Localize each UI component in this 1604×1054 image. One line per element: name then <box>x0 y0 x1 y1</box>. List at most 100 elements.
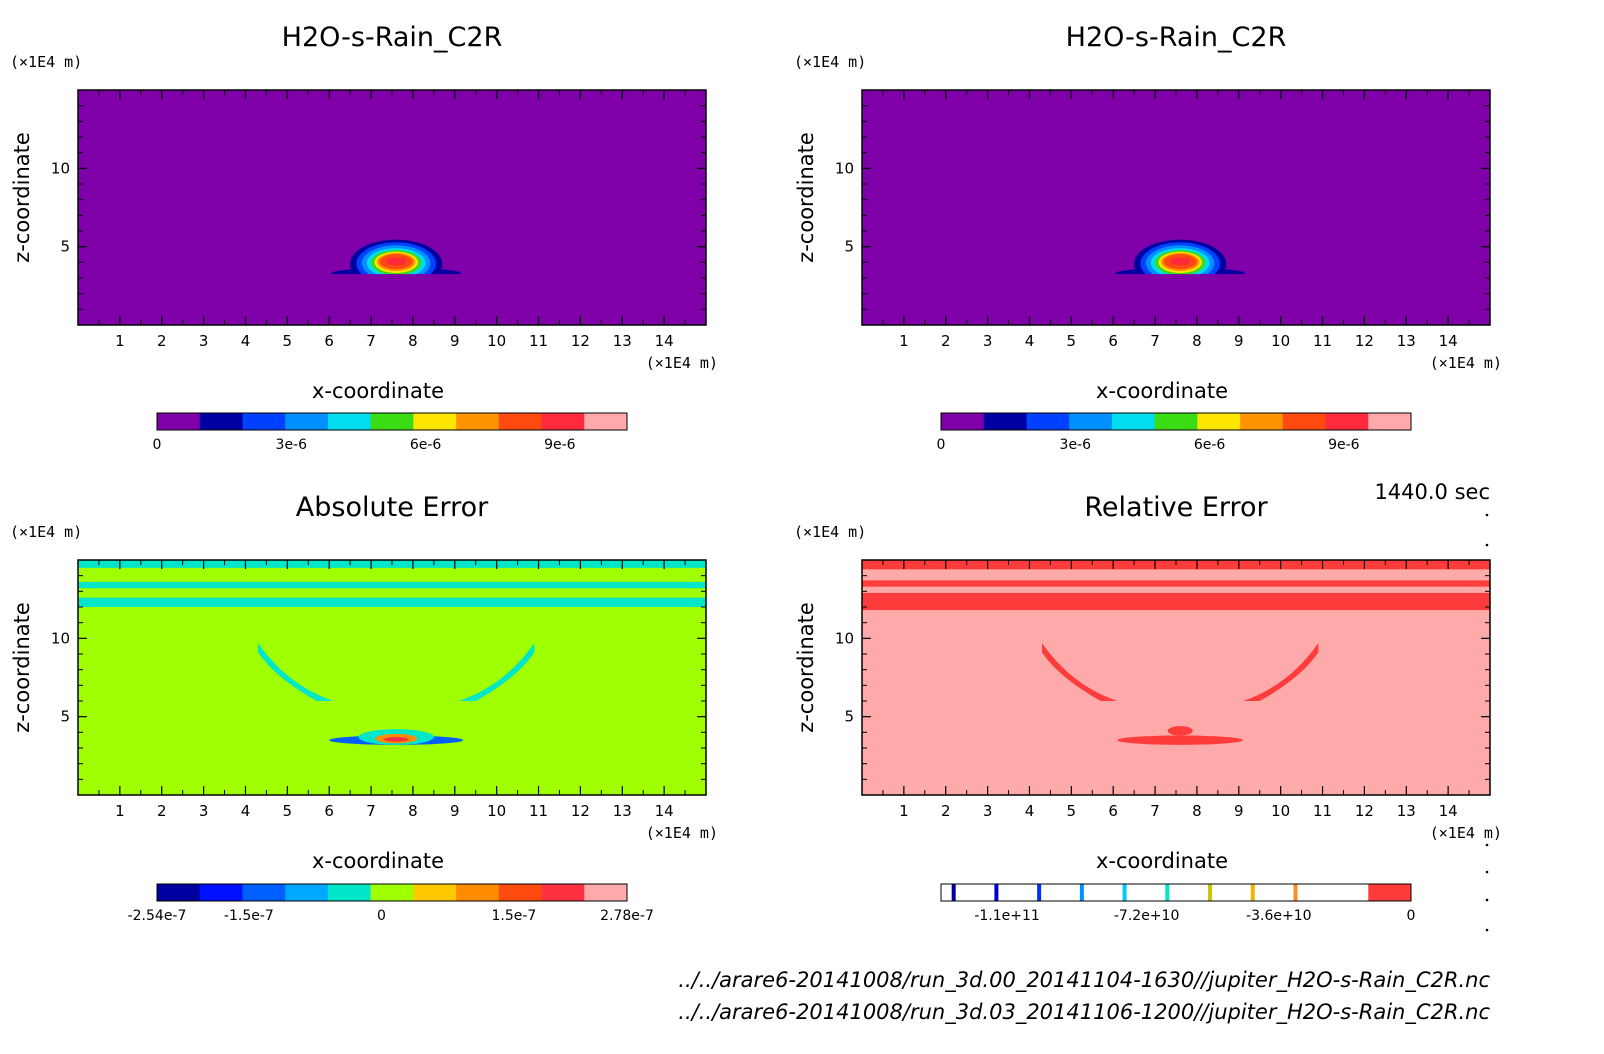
x-tick-label: 1 <box>899 332 909 350</box>
stray-dot <box>1485 543 1489 547</box>
y-tick-label: 5 <box>844 238 854 256</box>
colorbar-tick-label: -2.54e-7 <box>128 908 187 924</box>
x-unit-label: (×1E4 m) <box>646 354 718 372</box>
colorbar: -2.54e-7 -1.5e-7 0 1.5e-7 2.78e-7 <box>128 883 654 924</box>
colorbar-segment <box>498 884 543 901</box>
plot-field <box>78 90 706 325</box>
chart-panel-2: H2O-s-Rain_C2R(×1E4 m)(×1E4 m)1 2 3 4 5 6 7 8 9 1… <box>794 22 1502 453</box>
colorbar-segment <box>413 413 457 430</box>
colorbar-segment <box>1069 413 1113 430</box>
y-axis-label: z-coordinate <box>10 132 34 263</box>
colorbar-tick-label: -1.1e+11 <box>974 908 1039 924</box>
colorbar-tick-label: 6e-6 <box>1194 437 1226 453</box>
colorbar-segment <box>1154 413 1198 430</box>
colorbar-segment <box>1282 413 1327 430</box>
colorbar-segment <box>1368 884 1412 901</box>
x-tick-label: 10 <box>487 332 506 350</box>
stray-dot <box>1485 513 1489 517</box>
x-tick-label: 13 <box>613 802 632 820</box>
rain-cell-contour <box>1169 257 1191 266</box>
x-tick-label: 4 <box>241 802 251 820</box>
x-tick-label: 2 <box>157 802 167 820</box>
error-band <box>78 581 706 589</box>
colorbar-tick-label: 0 <box>377 908 386 924</box>
x-tick-label: 12 <box>571 802 590 820</box>
x-tick-label: 8 <box>1192 802 1202 820</box>
colorbar-segment <box>1111 413 1156 430</box>
colorbar-segment <box>498 413 543 430</box>
colorbar-segment <box>1325 413 1369 430</box>
x-tick-label: 12 <box>571 332 590 350</box>
x-tick-label: 11 <box>529 332 548 350</box>
x-tick-label: 2 <box>157 332 167 350</box>
colorbar-segment <box>456 884 500 901</box>
colorbar-segment <box>1026 884 1070 901</box>
x-tick-label: 3 <box>199 802 209 820</box>
chart-title: H2O-s-Rain_C2R <box>282 22 503 53</box>
x-tick-label: 13 <box>1397 802 1416 820</box>
colorbar-line <box>1037 884 1042 901</box>
colorbar-line <box>951 884 956 901</box>
x-tick-label: 12 <box>1355 332 1374 350</box>
x-tick-label: 14 <box>655 802 674 820</box>
x-tick-label: 8 <box>408 802 418 820</box>
colorbar-segment <box>370 413 414 430</box>
colorbar-segment <box>983 413 1027 430</box>
x-unit-label: (×1E4 m) <box>646 824 718 842</box>
y-tick-label: 5 <box>60 708 70 726</box>
x-tick-label: 3 <box>199 332 209 350</box>
colorbar: 0 3e-6 6e-6 9e-6 <box>153 412 628 453</box>
error-cell <box>1167 726 1193 736</box>
x-tick-label: 2 <box>941 332 951 350</box>
x-tick-label: 10 <box>1271 802 1290 820</box>
x-tick-label: 6 <box>324 802 334 820</box>
stray-dot <box>1485 843 1489 847</box>
colorbar-segment <box>199 884 243 901</box>
x-tick-label: 7 <box>1150 332 1160 350</box>
x-tick-label: 6 <box>324 332 334 350</box>
x-tick-label: 11 <box>1313 332 1332 350</box>
colorbar-tick-label: -3.6e+10 <box>1246 908 1311 924</box>
x-axis-label: x-coordinate <box>312 849 444 873</box>
x-axis-label: x-coordinate <box>1096 379 1228 403</box>
x-tick-label: 6 <box>1108 332 1118 350</box>
x-tick-label: 6 <box>1108 802 1118 820</box>
x-tick-label: 4 <box>1025 332 1035 350</box>
x-tick-label: 5 <box>283 332 293 350</box>
colorbar-segment <box>941 413 985 430</box>
chart-panel-4: Relative Error(×1E4 m)(×1E4 m)1 2 3 4 5 6 7 8 9 1… <box>794 492 1502 924</box>
colorbar-segment <box>327 413 372 430</box>
x-tick-label: 13 <box>613 332 632 350</box>
y-tick-label: 10 <box>51 629 70 647</box>
stray-dot <box>1485 928 1489 932</box>
colorbar-tick-label: 9e-6 <box>1328 437 1360 453</box>
x-tick-label: 9 <box>450 332 460 350</box>
colorbar-tick-label: 0 <box>1407 908 1416 924</box>
colorbar-tick-label: 9e-6 <box>544 437 576 453</box>
colorbar-segment <box>285 884 329 901</box>
stray-dot <box>1485 898 1489 902</box>
x-tick-label: 8 <box>408 332 418 350</box>
colorbar-line <box>1122 884 1127 901</box>
colorbar-segment <box>1197 413 1241 430</box>
x-tick-label: 14 <box>1439 332 1458 350</box>
x-tick-label: 10 <box>487 802 506 820</box>
time-label: 1440.0 sec <box>1374 480 1490 504</box>
colorbar-frame <box>156 412 628 431</box>
x-unit-label: (×1E4 m) <box>1430 354 1502 372</box>
x-tick-label: 7 <box>366 802 376 820</box>
colorbar-tick-label: -1.5e-7 <box>224 908 274 924</box>
colorbar-tick-label: 1.5e-7 <box>491 908 536 924</box>
x-tick-label: 11 <box>1313 802 1332 820</box>
colorbar-segment <box>1282 884 1327 901</box>
y-axis-label: z-coordinate <box>794 132 818 263</box>
colorbar-segment <box>1154 884 1198 901</box>
colorbar-line <box>1165 884 1170 901</box>
colorbar-segment <box>1325 884 1369 901</box>
x-tick-label: 1 <box>899 802 909 820</box>
x-tick-label: 12 <box>1355 802 1374 820</box>
colorbar-line <box>994 884 999 901</box>
colorbar-segment <box>327 884 372 901</box>
y-unit-label: (×1E4 m) <box>10 53 82 71</box>
